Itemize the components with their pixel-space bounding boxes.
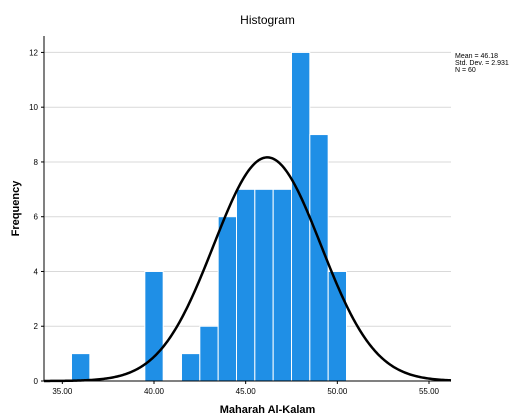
y-tick-label: 0	[34, 377, 39, 386]
normal-curve	[44, 156, 452, 383]
y-tick-label: 12	[29, 48, 38, 57]
histogram-bar	[199, 325, 219, 382]
bars	[71, 51, 347, 382]
tick-labels: 0 2 4 6 8 10 12 35.00 40.00 45.00 50.00 55.00	[29, 48, 439, 396]
axes	[43, 36, 451, 382]
chart-title: Histogram	[240, 13, 295, 27]
x-tick-label: 45.00	[236, 387, 257, 396]
histogram-bar	[272, 188, 292, 382]
histogram-bar	[236, 188, 256, 382]
stats-line: N = 60	[455, 67, 476, 74]
histogram-bar	[254, 188, 274, 382]
y-tick-label: 8	[34, 158, 39, 167]
x-tick-label: 35.00	[52, 387, 73, 396]
y-axis-label: Frequency	[10, 180, 22, 237]
y-tick-label: 2	[34, 322, 39, 331]
x-tick-label: 40.00	[144, 387, 165, 396]
histogram-bar	[291, 51, 311, 382]
x-tick-label: 55.00	[419, 387, 440, 396]
x-tick-label: 50.00	[327, 387, 348, 396]
histogram-bar	[71, 353, 91, 382]
stats-line: Std. Dev. = 2.931	[455, 60, 509, 67]
stats-line: Mean = 46.18	[455, 53, 498, 60]
histogram-bar	[144, 270, 164, 382]
x-axis-label: Maharah Al-Kalam	[220, 404, 316, 416]
histogram-bar	[181, 353, 201, 382]
y-tick-label: 4	[34, 267, 39, 276]
y-tick-label: 6	[34, 213, 39, 222]
histogram-bar	[217, 216, 238, 382]
y-tick-label: 10	[29, 103, 38, 112]
